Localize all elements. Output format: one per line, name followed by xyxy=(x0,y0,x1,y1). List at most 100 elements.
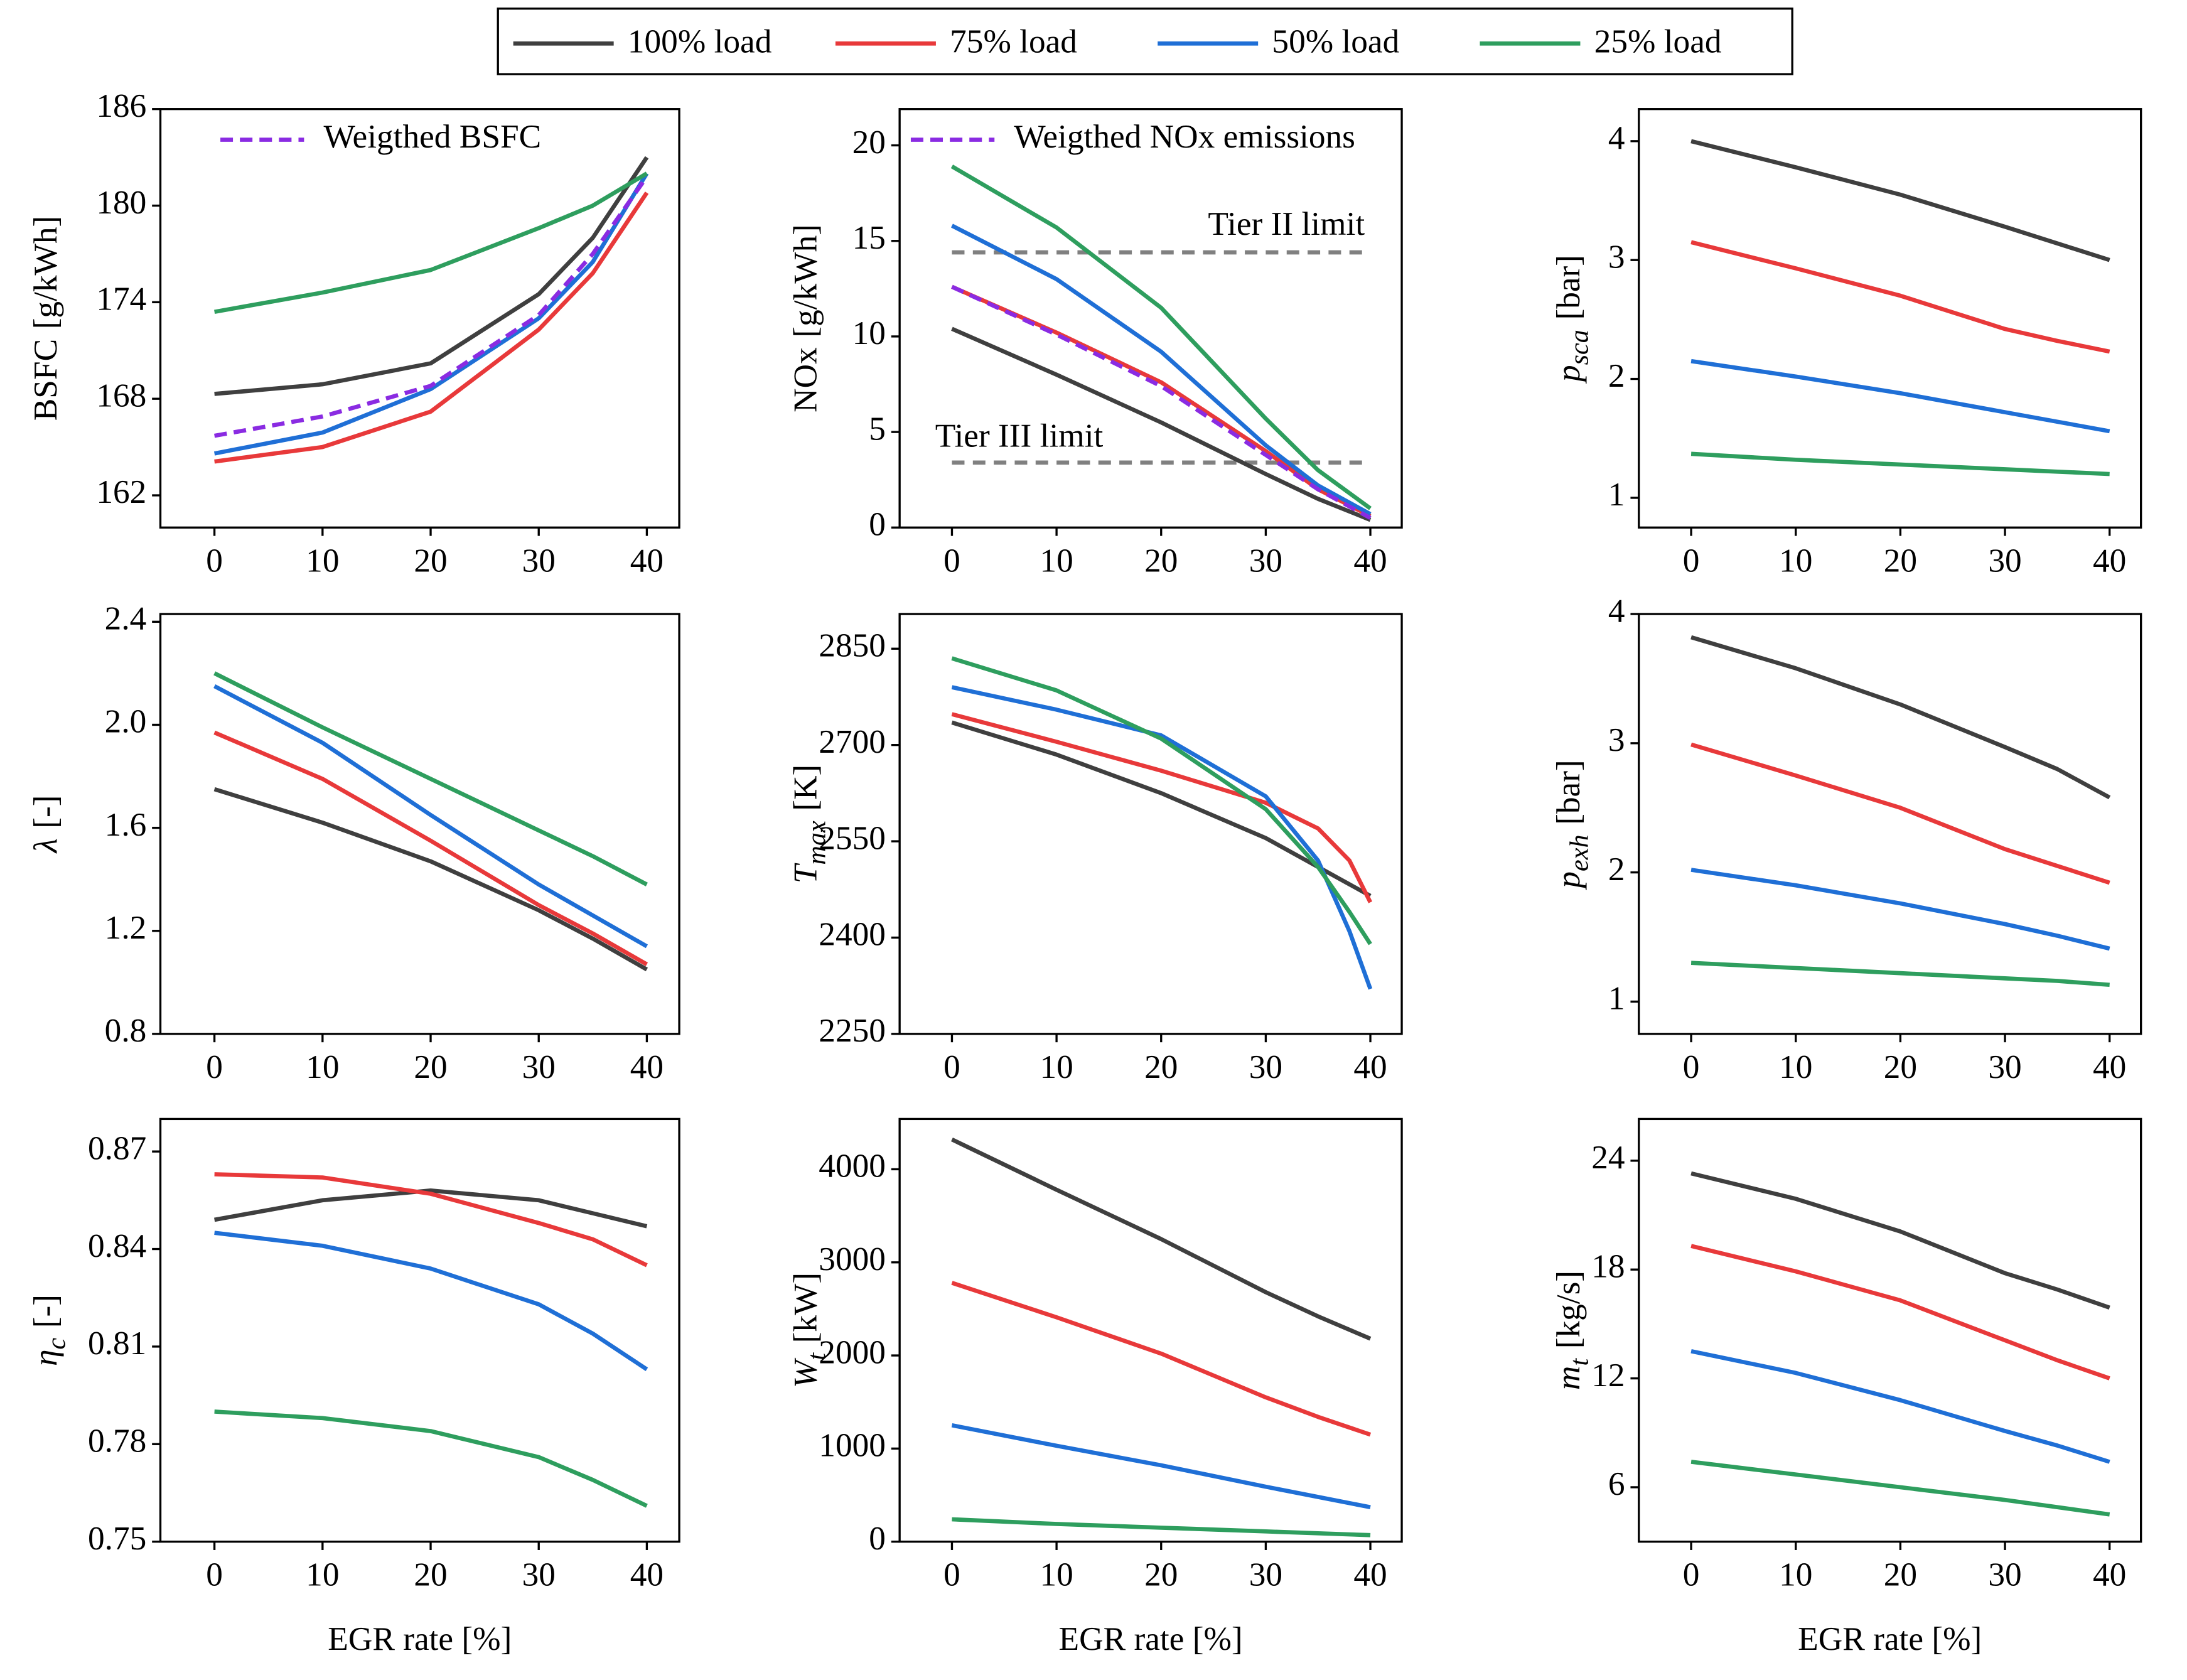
y-tick-label: 0.84 xyxy=(88,1227,146,1264)
x-tick-label: 10 xyxy=(1779,1556,1812,1593)
x-tick-label: 10 xyxy=(306,1556,339,1593)
y-label-sub: exh xyxy=(1564,834,1594,871)
y-tick-label: 2550 xyxy=(819,819,886,856)
x-tick-label: 0 xyxy=(206,1048,223,1085)
x-tick-label: 20 xyxy=(1144,1048,1178,1085)
legend-label: 100% load xyxy=(628,23,772,60)
y-tick-label: 2.0 xyxy=(105,703,147,740)
series-line xyxy=(214,171,648,315)
y-label-main: T xyxy=(787,863,824,883)
plot-frame xyxy=(898,613,1403,1035)
legend-box xyxy=(497,8,1793,75)
y-tick-label: 6 xyxy=(1608,1465,1625,1502)
y-tick-label: 2 xyxy=(1608,357,1625,394)
plot-frame xyxy=(1638,108,2142,529)
x-tick-label: 40 xyxy=(2093,541,2126,579)
limit-label: Tier III limit xyxy=(935,416,1104,454)
plot-frame xyxy=(898,1117,1403,1543)
y-axis-label: Tmax [K] xyxy=(787,765,831,884)
x-tick-label: 40 xyxy=(630,1048,664,1085)
x-tick-label: 40 xyxy=(1353,1556,1387,1593)
y-label-main: m xyxy=(1549,1366,1587,1391)
subplot: 0 10 20 30 40 0 1000 2000 3000 4000 Wt [kW] EGR rate… xyxy=(787,1117,1403,1657)
x-tick-label: 0 xyxy=(943,1556,960,1593)
legend-label: 75% load xyxy=(950,23,1077,60)
y-label-main: W xyxy=(787,1357,824,1388)
x-tick-label: 0 xyxy=(206,1556,223,1593)
y-tick-label: 0.75 xyxy=(88,1519,146,1557)
inset-legend-label: Weigthed BSFC xyxy=(323,117,541,155)
y-label-main: η xyxy=(26,1350,64,1366)
series-line xyxy=(1690,1244,2110,1381)
y-tick-label: 2000 xyxy=(819,1333,886,1370)
series-line xyxy=(1690,742,2110,885)
series-line xyxy=(951,712,1373,903)
y-tick-label: 1000 xyxy=(819,1426,886,1464)
y-label-main: NOx xyxy=(787,347,824,412)
y-tick-label: 0.87 xyxy=(88,1129,146,1166)
series-line xyxy=(1690,961,2110,987)
y-tick-label: 24 xyxy=(1591,1138,1625,1176)
x-tick-label: 0 xyxy=(1683,1556,1700,1593)
series-line xyxy=(951,284,1372,518)
series-line xyxy=(951,284,1372,520)
y-label-sub: max xyxy=(802,821,831,865)
y-tick-label: 12 xyxy=(1591,1356,1625,1394)
y-tick-label: 0.8 xyxy=(105,1011,147,1049)
series-line xyxy=(213,671,648,886)
y-tick-label: 174 xyxy=(96,280,146,318)
x-tick-label: 0 xyxy=(943,541,960,579)
subplot: 0 10 20 30 40 6 12 18 24 mt [kg/s] EGR rate [%] xyxy=(1549,1117,2142,1657)
x-tick-label: 30 xyxy=(1249,1048,1282,1085)
series-line xyxy=(213,684,648,949)
x-tick-label: 10 xyxy=(1779,1048,1812,1085)
y-tick-label: 2250 xyxy=(819,1011,886,1049)
y-tick-label: 180 xyxy=(96,183,146,221)
x-tick-label: 30 xyxy=(522,1556,556,1593)
x-tick-label: 0 xyxy=(206,541,223,579)
x-tick-label: 10 xyxy=(306,1048,339,1085)
series-line xyxy=(214,191,649,464)
y-label-main: p xyxy=(1549,871,1587,891)
subplot: 0 10 20 30 40 1 2 3 4 pexh [bar] xyxy=(1549,591,2142,1085)
y-axis-label: psca [bar] xyxy=(1549,255,1594,384)
series-line xyxy=(950,164,1372,510)
y-label-main: λ xyxy=(26,838,64,854)
y-tick-label: 168 xyxy=(96,376,146,414)
x-tick-label: 20 xyxy=(414,1048,447,1085)
x-tick-label: 0 xyxy=(1683,1048,1700,1085)
y-tick-label: 3 xyxy=(1608,721,1625,758)
x-tick-label: 10 xyxy=(1040,1556,1073,1593)
y-tick-label: 1 xyxy=(1608,475,1625,513)
series-line xyxy=(214,1172,648,1268)
x-tick-label: 40 xyxy=(2093,1556,2126,1593)
series-line xyxy=(1690,1460,2110,1517)
x-tick-label: 10 xyxy=(1040,1048,1073,1085)
x-tick-label: 20 xyxy=(1144,1556,1178,1593)
series-line xyxy=(951,656,1372,945)
y-tick-label: 3 xyxy=(1608,237,1625,275)
y-tick-label: 4000 xyxy=(819,1147,886,1185)
inset-legend-label: Weigthed NOx emissions xyxy=(1014,117,1355,155)
x-tick-label: 10 xyxy=(306,541,339,579)
x-tick-label: 20 xyxy=(414,1556,447,1593)
x-tick-label: 0 xyxy=(943,1048,960,1085)
x-tick-label: 40 xyxy=(1353,1048,1387,1085)
series-line xyxy=(214,1188,648,1229)
y-tick-label: 2.4 xyxy=(105,600,147,637)
y-label-sub: t xyxy=(1564,1358,1594,1366)
x-tick-label: 20 xyxy=(1884,1556,1917,1593)
series-line xyxy=(214,1409,648,1508)
x-tick-label: 40 xyxy=(630,541,664,579)
x-tick-label: 10 xyxy=(1779,541,1812,579)
y-axis-label: λ [-] xyxy=(26,795,64,854)
y-label-unit: [kW] xyxy=(787,1273,824,1343)
series-line xyxy=(951,326,1372,522)
series-line xyxy=(951,1138,1372,1341)
y-label-unit: [kg/s] xyxy=(1549,1271,1587,1349)
series-line xyxy=(213,172,649,456)
x-tick-label: 30 xyxy=(1988,1556,2021,1593)
y-tick-label: 2700 xyxy=(819,723,886,760)
x-tick-label: 30 xyxy=(1249,541,1282,579)
